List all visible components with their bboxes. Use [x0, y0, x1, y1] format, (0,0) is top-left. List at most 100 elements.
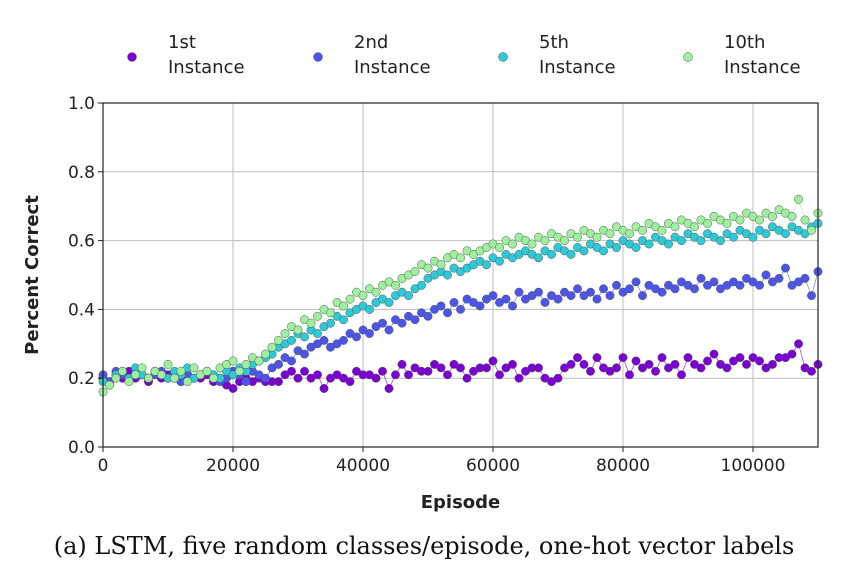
x-tick-label: 0	[98, 456, 109, 476]
y-tick-label: 0.6	[68, 232, 95, 252]
data-point	[404, 291, 413, 301]
legend-label: Instance	[168, 57, 245, 78]
data-point	[540, 236, 550, 246]
data-point	[709, 349, 719, 359]
data-point	[631, 356, 641, 366]
data-point	[612, 280, 621, 290]
data-point	[423, 366, 433, 376]
data-point	[716, 236, 725, 246]
data-point	[228, 356, 238, 366]
data-point	[508, 301, 517, 311]
data-point	[807, 366, 816, 376]
data-point	[592, 294, 602, 304]
data-point	[625, 370, 634, 380]
data-point	[261, 373, 270, 383]
data-point	[144, 373, 153, 383]
data-point	[131, 370, 140, 380]
data-point	[384, 384, 394, 393]
data-point	[800, 215, 810, 225]
data-point	[449, 298, 459, 307]
data-point	[670, 359, 680, 369]
data-point	[527, 239, 537, 249]
data-point	[287, 366, 296, 376]
data-point	[326, 308, 335, 318]
data-point	[326, 318, 335, 328]
data-point	[163, 359, 173, 369]
data-point	[514, 287, 524, 297]
data-point	[696, 236, 706, 246]
figure-caption: (a) LSTM, five random classes/episode, o…	[53, 532, 795, 560]
data-point	[800, 273, 810, 283]
legend-marker	[683, 52, 693, 62]
data-point	[495, 256, 504, 266]
data-point	[300, 349, 309, 359]
data-point	[345, 377, 355, 387]
data-point	[703, 356, 712, 366]
data-point	[664, 239, 673, 249]
data-point	[371, 287, 381, 297]
data-point	[118, 366, 127, 376]
x-axis-title: Episode	[421, 492, 501, 513]
legend-label: 1st	[168, 32, 196, 53]
data-point	[573, 284, 582, 294]
data-point	[566, 249, 576, 259]
data-point	[566, 359, 576, 369]
data-point	[579, 359, 589, 369]
data-point	[488, 291, 498, 301]
data-point	[631, 277, 641, 287]
x-tick-label: 60000	[466, 456, 520, 476]
data-point	[807, 291, 816, 301]
data-point	[612, 243, 621, 252]
data-point	[456, 253, 465, 263]
data-point	[735, 353, 745, 363]
data-point	[547, 249, 556, 259]
data-point	[781, 229, 790, 239]
data-point	[683, 353, 693, 363]
legend-marker	[313, 52, 323, 62]
data-point	[209, 373, 218, 383]
data-point	[618, 353, 628, 363]
data-point	[605, 291, 615, 301]
x-tick-label: 100000	[721, 456, 786, 476]
data-point	[157, 370, 166, 380]
data-point	[729, 232, 738, 242]
data-point	[677, 236, 686, 246]
data-point	[761, 270, 771, 280]
data-point	[696, 363, 706, 373]
data-point	[625, 284, 634, 294]
data-point	[768, 212, 777, 221]
data-point	[703, 218, 712, 228]
data-point	[508, 239, 517, 249]
data-point	[378, 318, 387, 328]
data-point	[410, 315, 420, 325]
data-point	[124, 377, 134, 387]
data-point	[722, 363, 732, 373]
data-point	[397, 318, 407, 328]
data-point	[228, 384, 238, 393]
data-point	[553, 294, 563, 304]
data-point	[534, 287, 543, 297]
plot-area-frame	[102, 102, 819, 448]
data-point	[670, 284, 680, 294]
data-point	[176, 366, 186, 376]
data-point	[300, 332, 309, 342]
data-point	[189, 363, 199, 373]
data-point	[631, 243, 641, 252]
data-point	[774, 273, 784, 283]
data-point	[534, 363, 543, 373]
data-point	[495, 370, 504, 380]
series-points	[98, 194, 823, 397]
data-point	[742, 359, 751, 369]
data-point	[274, 359, 283, 369]
data-point	[254, 356, 264, 366]
y-tick-label: 0.4	[68, 300, 95, 320]
y-axis-ticks: 0.0 0.2 0.4 0.6 0.8 1.0	[68, 94, 103, 458]
x-tick-label: 40000	[336, 456, 390, 476]
data-point	[358, 291, 368, 301]
x-tick-label: 80000	[596, 456, 650, 476]
data-point	[365, 304, 374, 314]
data-point	[287, 335, 296, 345]
legend-label: Instance	[354, 57, 431, 78]
data-point	[599, 246, 608, 256]
data-point	[105, 380, 114, 390]
